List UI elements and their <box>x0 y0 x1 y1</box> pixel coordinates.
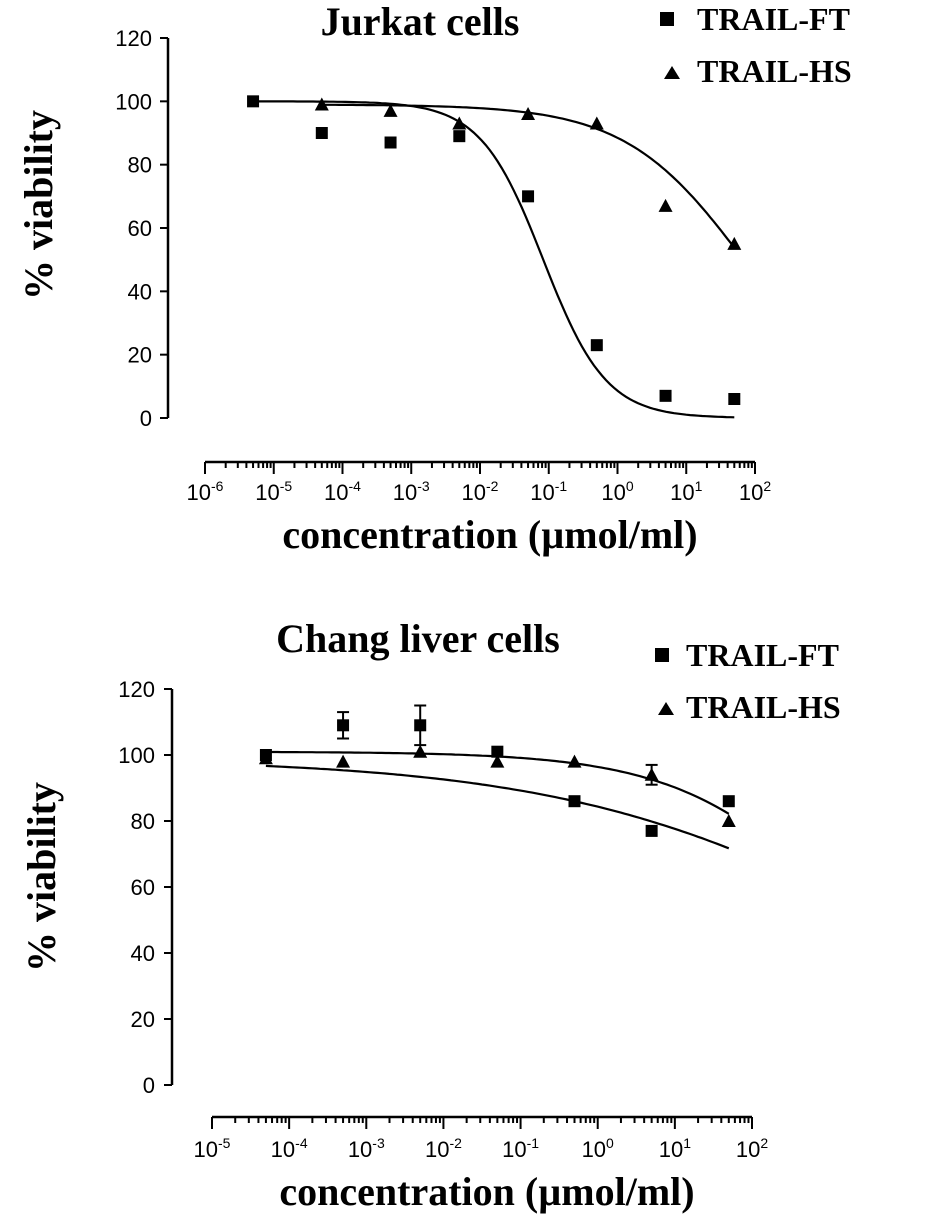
x-tick-label: 10-1 <box>502 1135 539 1162</box>
series-trail-ft <box>259 704 735 850</box>
data-point-triangle <box>521 107 536 120</box>
x-axis-label: concentration (µmol/ml) <box>282 512 697 557</box>
data-point-triangle <box>721 814 736 827</box>
x-tick-label: 101 <box>659 1135 691 1162</box>
y-axis-label: % viability <box>16 110 61 300</box>
data-point-triangle <box>644 767 659 781</box>
data-point-square <box>315 127 328 139</box>
data-point-square <box>337 719 350 732</box>
series-trail-hs <box>314 97 742 250</box>
y-axis: 0 20 40 60 80 100 120 <box>115 26 170 431</box>
series-trail-hs <box>258 744 736 827</box>
fit-curve <box>321 103 736 249</box>
x-tick-label: 100 <box>601 478 633 505</box>
x-tick-label: 10-4 <box>324 478 361 505</box>
y-tick-label: 40 <box>128 279 152 304</box>
data-point-square <box>728 393 741 405</box>
y-tick-label: 20 <box>128 343 152 368</box>
data-point-square <box>522 190 535 203</box>
x-tick-label: 10-5 <box>255 478 292 505</box>
x-axis: 10-6 10-5 10-4 10-3 10-2 10-1 100 101 102 <box>187 460 771 505</box>
x-axis-label: concentration (µmol/ml) <box>279 1169 694 1214</box>
x-tick-label: 10-1 <box>530 478 567 505</box>
data-point-triangle <box>727 236 742 250</box>
x-tick-label: 10-2 <box>425 1135 462 1162</box>
legend-item-trail-hs: TRAIL-HS <box>664 53 852 89</box>
x-axis: 10-5 10-4 10-3 10-2 10-1 100 101 102 <box>194 1115 768 1162</box>
legend-label: TRAIL-FT <box>686 637 839 673</box>
data-point-square <box>384 136 397 149</box>
x-tick-label: 10-4 <box>271 1135 308 1162</box>
y-tick-label: 60 <box>131 875 155 900</box>
fit-curve <box>265 764 730 850</box>
data-point-triangle <box>258 751 273 765</box>
y-tick-label: 120 <box>118 677 155 702</box>
x-tick-label: 100 <box>582 1135 614 1162</box>
legend-label: TRAIL-HS <box>686 689 841 725</box>
legend-label: TRAIL-FT <box>697 1 850 37</box>
x-tick-label: 10-3 <box>348 1135 385 1162</box>
y-tick-label: 100 <box>118 743 155 768</box>
data-point-triangle <box>490 754 505 768</box>
data-point-square <box>247 95 260 108</box>
legend-label: TRAIL-HS <box>697 53 852 89</box>
x-tick-label: 101 <box>670 478 702 505</box>
legend-square-marker <box>655 648 669 662</box>
x-tick-label: 102 <box>739 478 771 505</box>
data-point-square <box>722 795 735 808</box>
data-point-triangle <box>336 754 351 768</box>
data-point-square <box>590 339 603 352</box>
legend-square-marker <box>660 12 674 26</box>
data-point-triangle <box>413 744 428 758</box>
y-tick-label: 0 <box>143 1073 155 1098</box>
y-tick-label: 100 <box>115 89 152 114</box>
y-axis-label: % viability <box>19 782 64 972</box>
legend: TRAIL-FT TRAIL-HS <box>655 637 841 725</box>
x-tick-label: 102 <box>736 1135 768 1162</box>
fit-curve <box>253 100 735 419</box>
y-tick-label: 40 <box>131 941 155 966</box>
data-point-square <box>645 824 658 837</box>
chang-liver-chart: Chang liver cells % viability concentrat… <box>19 616 841 1214</box>
legend-triangle-marker <box>658 702 674 715</box>
x-tick-label: 10-3 <box>393 478 430 505</box>
legend-item-trail-hs: TRAIL-HS <box>658 689 841 725</box>
data-point-square <box>453 130 466 143</box>
series-trail-ft <box>247 95 741 419</box>
x-tick-label: 10-6 <box>187 478 224 505</box>
data-point-triangle <box>658 198 673 212</box>
y-tick-label: 80 <box>131 809 155 834</box>
data-point-triangle <box>567 754 582 768</box>
y-tick-label: 0 <box>140 406 152 431</box>
data-point-square <box>414 719 427 732</box>
y-tick-label: 60 <box>128 216 152 241</box>
data-point-square <box>491 745 504 758</box>
y-tick-label: 20 <box>131 1007 155 1032</box>
data-point-triangle <box>314 97 329 111</box>
legend: TRAIL-FT TRAIL-HS <box>660 1 852 89</box>
y-tick-label: 120 <box>115 26 152 51</box>
y-axis: 0 20 40 60 80 100 120 <box>118 677 174 1098</box>
x-tick-label: 10-5 <box>194 1135 231 1162</box>
data-point-square <box>659 389 672 402</box>
legend-item-trail-ft: TRAIL-FT <box>655 637 839 673</box>
data-point-triangle <box>383 103 398 117</box>
x-tick-label: 10-2 <box>462 478 499 505</box>
data-point-triangle <box>589 116 604 130</box>
y-tick-label: 80 <box>128 153 152 178</box>
data-point-triangle <box>452 116 467 130</box>
chart-title: Chang liver cells <box>276 616 560 661</box>
chart-title: Jurkat cells <box>321 0 520 44</box>
data-point-square <box>568 795 581 808</box>
jurkat-chart: Jurkat cells % viability concentration (… <box>16 0 852 557</box>
legend-item-trail-ft: TRAIL-FT <box>660 1 850 37</box>
legend-triangle-marker <box>664 66 680 79</box>
